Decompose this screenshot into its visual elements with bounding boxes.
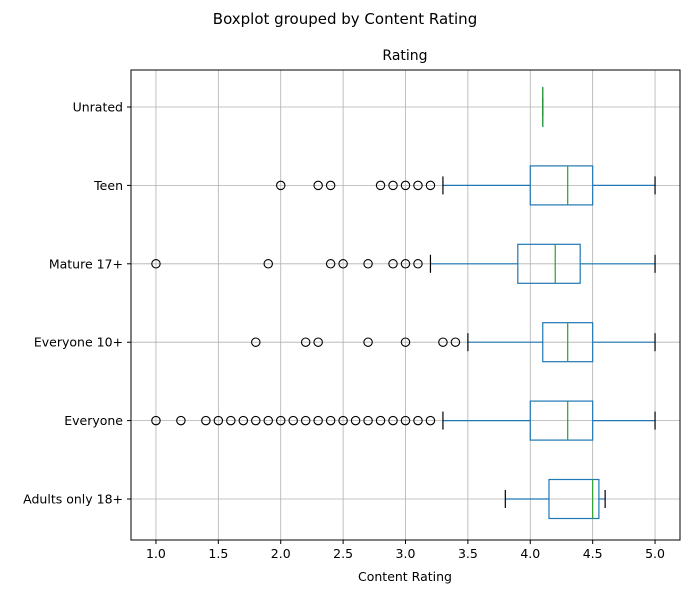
flier-point — [313, 337, 323, 347]
box-group — [151, 243, 656, 284]
flier-point — [325, 180, 336, 191]
x-tick-label: 3.5 — [458, 546, 478, 561]
x-tick-label: 3.0 — [396, 546, 416, 561]
flier-point — [400, 415, 411, 426]
flier-point — [325, 415, 336, 426]
flier-point — [151, 415, 161, 426]
flier-point — [226, 415, 236, 426]
flier-point — [425, 415, 436, 426]
flier-point — [263, 259, 273, 269]
flier-point — [375, 180, 386, 191]
box — [517, 243, 581, 284]
grid-layer — [131, 70, 680, 540]
x-tick-label: 4.5 — [583, 546, 603, 561]
x-tick-label: 1.5 — [208, 546, 228, 561]
x-tick-label: 4.0 — [520, 546, 540, 561]
flier-point — [375, 415, 386, 426]
flier-point — [263, 415, 273, 426]
flier-point — [388, 180, 398, 191]
flier-point — [425, 180, 436, 191]
box-layer — [151, 86, 656, 520]
y-axis: Adults only 18+ Everyone Everyone 10+ Matur… — [23, 100, 131, 507]
flier-point — [238, 415, 249, 426]
flier-point — [325, 259, 336, 269]
flier-point — [251, 337, 261, 347]
flier-point — [413, 259, 423, 269]
flier-point — [251, 415, 261, 426]
flier-point — [313, 415, 323, 426]
box — [529, 400, 594, 441]
flier-point — [388, 415, 398, 426]
flier-point — [363, 415, 373, 426]
box — [529, 165, 594, 206]
box-group — [275, 165, 656, 206]
flier-point — [300, 337, 311, 347]
flier-point — [350, 415, 361, 426]
flier-point — [338, 415, 348, 426]
flier-point — [438, 337, 448, 347]
flier-point — [400, 180, 411, 191]
x-axis: 1.0 1.5 2.0 2.5 3.0 3.5 4.0 4.5 5.0 — [146, 540, 665, 561]
box — [548, 478, 600, 520]
box-group — [151, 400, 656, 441]
chart-title: Rating — [382, 48, 427, 64]
flier-point — [213, 415, 224, 426]
flier-point — [400, 337, 411, 347]
box-group — [251, 322, 656, 363]
y-tick-label: Teen — [93, 178, 123, 193]
flier-point — [176, 415, 186, 426]
y-tick-label: Unrated — [73, 100, 123, 115]
flier-point — [363, 259, 373, 269]
flier-point — [275, 415, 286, 426]
x-tick-label: 5.0 — [645, 546, 665, 561]
y-tick-label: Adults only 18+ — [23, 492, 123, 507]
flier-point — [300, 415, 311, 426]
flier-point — [201, 415, 211, 426]
x-axis-label: Content Rating — [358, 569, 452, 584]
y-tick-label: Everyone — [64, 413, 123, 428]
x-tick-label: 2.5 — [333, 546, 353, 561]
flier-point — [363, 337, 373, 347]
x-tick-label: 1.0 — [146, 546, 166, 561]
flier-point — [275, 180, 286, 191]
box-group — [504, 478, 606, 520]
chart-suptitle: Boxplot grouped by Content Rating — [213, 10, 477, 28]
flier-point — [413, 180, 423, 191]
flier-point — [413, 415, 423, 426]
y-tick-label: Mature 17+ — [49, 256, 123, 271]
flier-point — [151, 259, 161, 269]
flier-point — [313, 180, 323, 191]
flier-point — [388, 259, 398, 269]
flier-point — [400, 259, 411, 269]
flier-point — [450, 337, 461, 347]
flier-point — [338, 259, 348, 269]
x-tick-label: 2.0 — [271, 546, 291, 561]
y-tick-label: Everyone 10+ — [34, 335, 123, 350]
flier-point — [288, 415, 298, 426]
